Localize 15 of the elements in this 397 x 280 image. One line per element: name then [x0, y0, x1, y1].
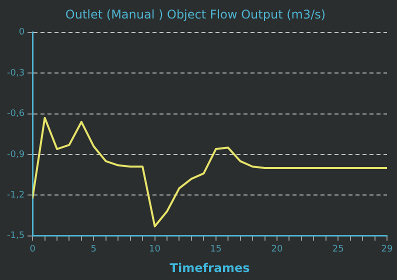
y-tick-label: -1,2 — [7, 190, 25, 200]
x-tick-label: 20 — [271, 244, 283, 255]
x-tick-label: 5 — [90, 244, 97, 255]
x-axis-title: Timeframes — [170, 260, 250, 275]
y-tick-label: -0,9 — [7, 150, 25, 160]
y-tick-label: -0,6 — [7, 109, 25, 120]
x-tick-label: 25 — [332, 244, 344, 255]
y-tick-label: -1,5 — [7, 231, 25, 242]
x-tick-label: 15 — [210, 244, 222, 255]
chart-title: Outlet (Manual ) Object Flow Output (m3/s) — [65, 7, 326, 22]
y-tick-label: 0 — [18, 28, 25, 38]
y-tick-label: -0,3 — [7, 68, 25, 78]
x-tick-label: 0 — [30, 244, 36, 255]
x-tick-label: 10 — [149, 244, 161, 255]
x-tick-label: 29 — [381, 244, 393, 255]
